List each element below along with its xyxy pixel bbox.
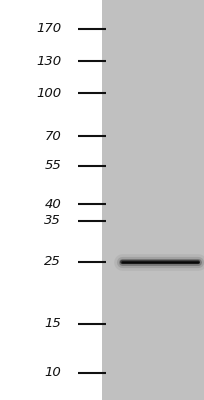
Text: 55: 55 [44,159,61,172]
Text: 35: 35 [44,214,61,227]
Text: 170: 170 [36,22,61,35]
Text: 40: 40 [44,198,61,211]
Text: 25: 25 [44,255,61,268]
Text: 70: 70 [44,130,61,143]
Text: 100: 100 [36,86,61,100]
Bar [102,0,204,400]
Text: 130: 130 [36,55,61,68]
Text: 10: 10 [44,366,61,379]
Text: 15: 15 [44,317,61,330]
